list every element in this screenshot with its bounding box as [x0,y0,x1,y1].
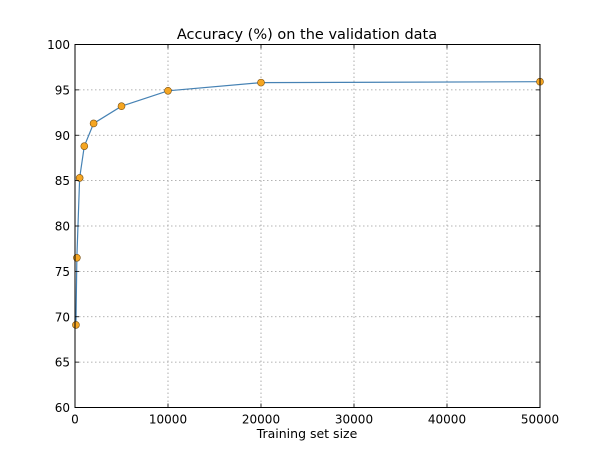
x-tick-label: 30000 [335,413,373,427]
x-tick-label: 50000 [521,413,559,427]
grid-lines [75,44,540,408]
y-tick-label: 75 [55,265,70,279]
y-tick-label: 70 [55,310,70,324]
series-line [75,81,541,325]
x-tick-label: 0 [71,413,79,427]
x-tick-label: 20000 [242,413,280,427]
y-tick-label: 100 [47,38,70,52]
data-point [89,119,98,128]
y-tick-label: 95 [55,83,70,97]
data-point [73,253,81,262]
data-point [75,174,84,182]
y-tick-label: 65 [55,356,70,370]
y-tick-label: 80 [55,220,70,234]
data-point [257,78,265,87]
x-tick-label: 40000 [428,413,466,427]
data-point [164,86,172,95]
x-axis-label: Training set size [256,426,358,441]
series-layer [72,77,544,329]
y-tick-label: 85 [55,174,70,188]
data-point [117,102,126,111]
data-point [80,142,89,150]
axis-ticks: 0 10000 20000 30000 40000 50000 60 65 70 75 80 85 90… [47,38,559,427]
y-tick-label: 60 [55,401,70,415]
data-point [72,321,80,329]
x-tick-label: 10000 [149,413,187,427]
y-tick-label: 90 [55,129,70,143]
chart-title: Accuracy (%) on the validation data [177,27,437,43]
